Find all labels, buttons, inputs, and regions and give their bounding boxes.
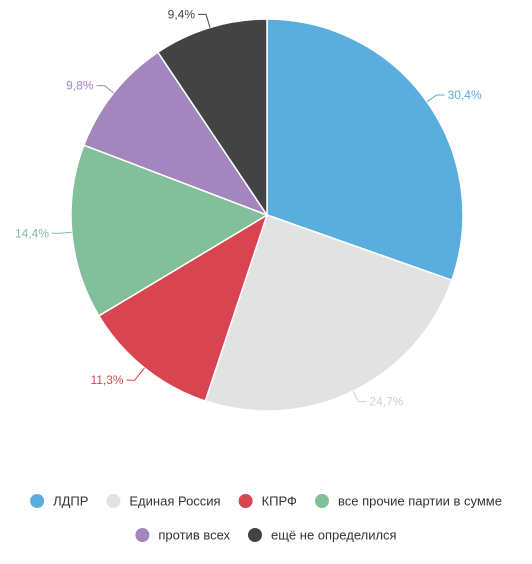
label-leader-line [96, 85, 115, 94]
legend-swatch [238, 494, 253, 508]
legend-swatch [106, 494, 121, 508]
pie-slice-item-2 [204, 214, 453, 412]
legend-item-item-6[interactable]: ещё не определился [248, 528, 397, 543]
legend-item-item-1[interactable]: ЛДПР [30, 494, 88, 509]
label-leader-line [52, 231, 72, 234]
label-leader-line [426, 94, 445, 103]
slice-value-label: 9,4% [168, 7, 196, 21]
legend-swatch [248, 528, 262, 542]
legend-swatch [30, 494, 45, 508]
slice-value-label: 24,7% [369, 395, 403, 409]
legend-swatch [315, 494, 329, 508]
legend-label: против всех [158, 528, 230, 543]
legend-label: Единая Россия [129, 494, 220, 509]
slice-value-label: 30,4% [448, 88, 482, 102]
legend-item-item-3[interactable]: КПРФ [238, 494, 297, 509]
legend-label: ещё не определился [271, 528, 397, 543]
label-leader-line [198, 13, 211, 28]
legend-label: все прочие партии в сумме [338, 494, 502, 509]
pie-slice-item-1 [266, 18, 464, 282]
label-leader-line [126, 367, 145, 381]
slice-value-label: 9,8% [66, 79, 94, 93]
slice-value-label: 14,4% [15, 226, 49, 240]
legend-item-item-2[interactable]: Единая Россия [106, 494, 221, 509]
slice-value-label: 11,3% [90, 373, 123, 387]
legend-label: ЛДПР [53, 494, 88, 509]
label-leader-line [352, 390, 367, 403]
legend-swatch [135, 528, 150, 542]
legend-item-item-4[interactable]: все прочие партии в сумме [315, 494, 502, 509]
legend-label: КПРФ [262, 494, 297, 509]
legend: ЛДПР Единая Россия КПРФ все прочие партии в… [30, 494, 502, 543]
slice-labels: 30,4% 24,7% 11,3% 14,4% 9,8% 9,4% [15, 7, 482, 408]
legend-item-item-5[interactable]: против всех [135, 528, 231, 543]
pie-slice-item-5 [82, 51, 269, 217]
pie-slices [70, 18, 464, 412]
